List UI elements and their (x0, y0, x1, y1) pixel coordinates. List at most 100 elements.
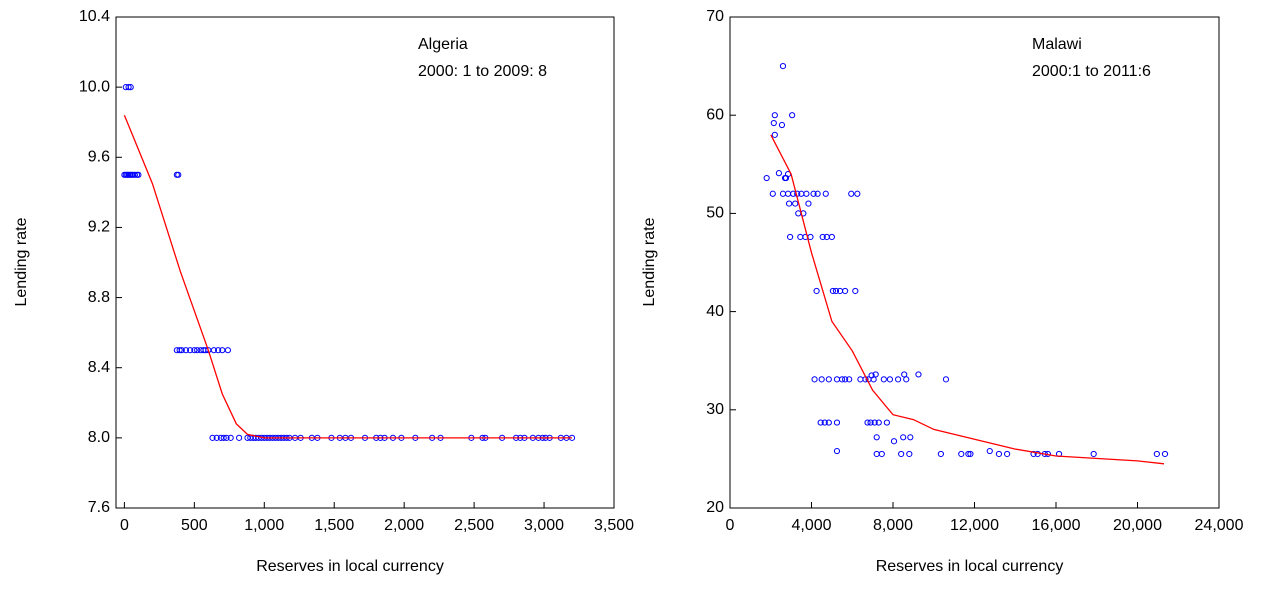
data-point (915, 371, 922, 378)
data-point (854, 190, 861, 197)
data-point (814, 190, 821, 197)
data-point (1161, 450, 1169, 458)
data-point (819, 233, 826, 241)
data-point (833, 419, 841, 426)
data-point (194, 347, 201, 354)
data-point (842, 287, 849, 295)
data-point (967, 450, 974, 458)
x-tick-label: 0 (726, 517, 735, 534)
data-point (209, 434, 216, 441)
data-point (191, 347, 198, 354)
data-point (236, 434, 243, 441)
annotation: Malawi (1032, 36, 1082, 53)
data-point (965, 450, 972, 458)
data-point (775, 170, 783, 177)
data-point (127, 84, 134, 91)
data-point (125, 84, 132, 91)
data-point (176, 347, 183, 354)
data-point (842, 376, 849, 383)
data-point (182, 347, 190, 354)
data-point (771, 112, 778, 119)
y-axis-label: Lending rate (641, 217, 658, 306)
x-tick-label: 8,000 (873, 517, 913, 534)
data-point (852, 287, 859, 295)
data-point (846, 376, 853, 383)
data-point (807, 233, 814, 241)
data-point (224, 347, 232, 354)
data-point (811, 376, 818, 383)
data-point (210, 347, 218, 354)
data-point (803, 190, 810, 197)
x-tick-label: 2,000 (384, 517, 424, 534)
y-tick-label: 60 (706, 106, 724, 123)
data-point (864, 419, 871, 426)
x-tick-label: 20,000 (1113, 517, 1162, 534)
data-point (857, 376, 864, 383)
x-tick-label: 3,500 (594, 517, 634, 534)
data-point (995, 450, 1003, 458)
data-point (771, 131, 778, 138)
x-tick-label: 500 (181, 517, 208, 534)
x-tick-label: 24,000 (1195, 517, 1244, 534)
data-point (187, 347, 194, 354)
data-point (886, 376, 894, 383)
data-point (792, 200, 799, 207)
annotation: Algeria (418, 36, 468, 53)
data-point (1030, 450, 1037, 458)
data-point (890, 438, 898, 445)
x-tick-label: 1,500 (314, 517, 354, 534)
data-point (797, 233, 804, 241)
data-point (848, 190, 855, 197)
data-point (213, 434, 220, 441)
data-point (778, 121, 786, 129)
data-point (838, 376, 846, 383)
data-point (785, 200, 793, 207)
data-point (873, 450, 880, 458)
plot-frame (729, 16, 1220, 509)
fit-line (770, 134, 1165, 465)
x-tick-label: 1,000 (244, 517, 284, 534)
data-point (763, 174, 770, 182)
annotation: 2000:1 to 2011:6 (1032, 63, 1151, 80)
data-point (871, 419, 878, 426)
data-point (220, 434, 227, 441)
data-point (810, 190, 817, 197)
data-point (821, 419, 828, 426)
y-tick-label: 9.2 (88, 219, 110, 236)
data-point (215, 347, 222, 354)
y-tick-label: 20 (706, 499, 724, 516)
y-tick-label: 9.6 (88, 149, 110, 166)
y-tick-label: 70 (706, 8, 724, 25)
x-tick-label: 16,000 (1032, 517, 1081, 534)
data-point (789, 112, 796, 119)
x-tick-label: 2,500 (454, 517, 494, 534)
data-point (178, 347, 185, 354)
y-tick-label: 10.0 (79, 78, 110, 95)
chart: 20 30 40 50 60 70 0 4,000 8,000 12,000 16,000 20,00… (641, 8, 1243, 575)
y-tick-label: 8.4 (88, 359, 110, 376)
data-point (227, 434, 234, 441)
data-point (907, 434, 914, 441)
fit-line (123, 114, 572, 439)
y-tick-label: 40 (706, 303, 724, 320)
y-tick-label: 50 (706, 205, 724, 222)
data-point (832, 287, 840, 295)
data-point (784, 190, 792, 197)
x-tick-label: 12,000 (950, 517, 999, 534)
y-tick-label: 10.4 (79, 8, 110, 25)
data-point (942, 376, 950, 383)
y-tick-label: 8.8 (88, 289, 110, 306)
data-point (817, 419, 824, 426)
y-tick-label: 7.6 (88, 499, 110, 516)
data-point (833, 447, 841, 455)
y-tick-label: 8.0 (88, 429, 110, 446)
data-point (825, 376, 832, 383)
data-point (1090, 450, 1097, 458)
data-point (898, 450, 905, 458)
data-point (894, 376, 902, 383)
data-point (873, 434, 880, 441)
data-point (770, 119, 777, 127)
y-tick-label: 30 (706, 401, 724, 418)
data-point (131, 171, 138, 178)
